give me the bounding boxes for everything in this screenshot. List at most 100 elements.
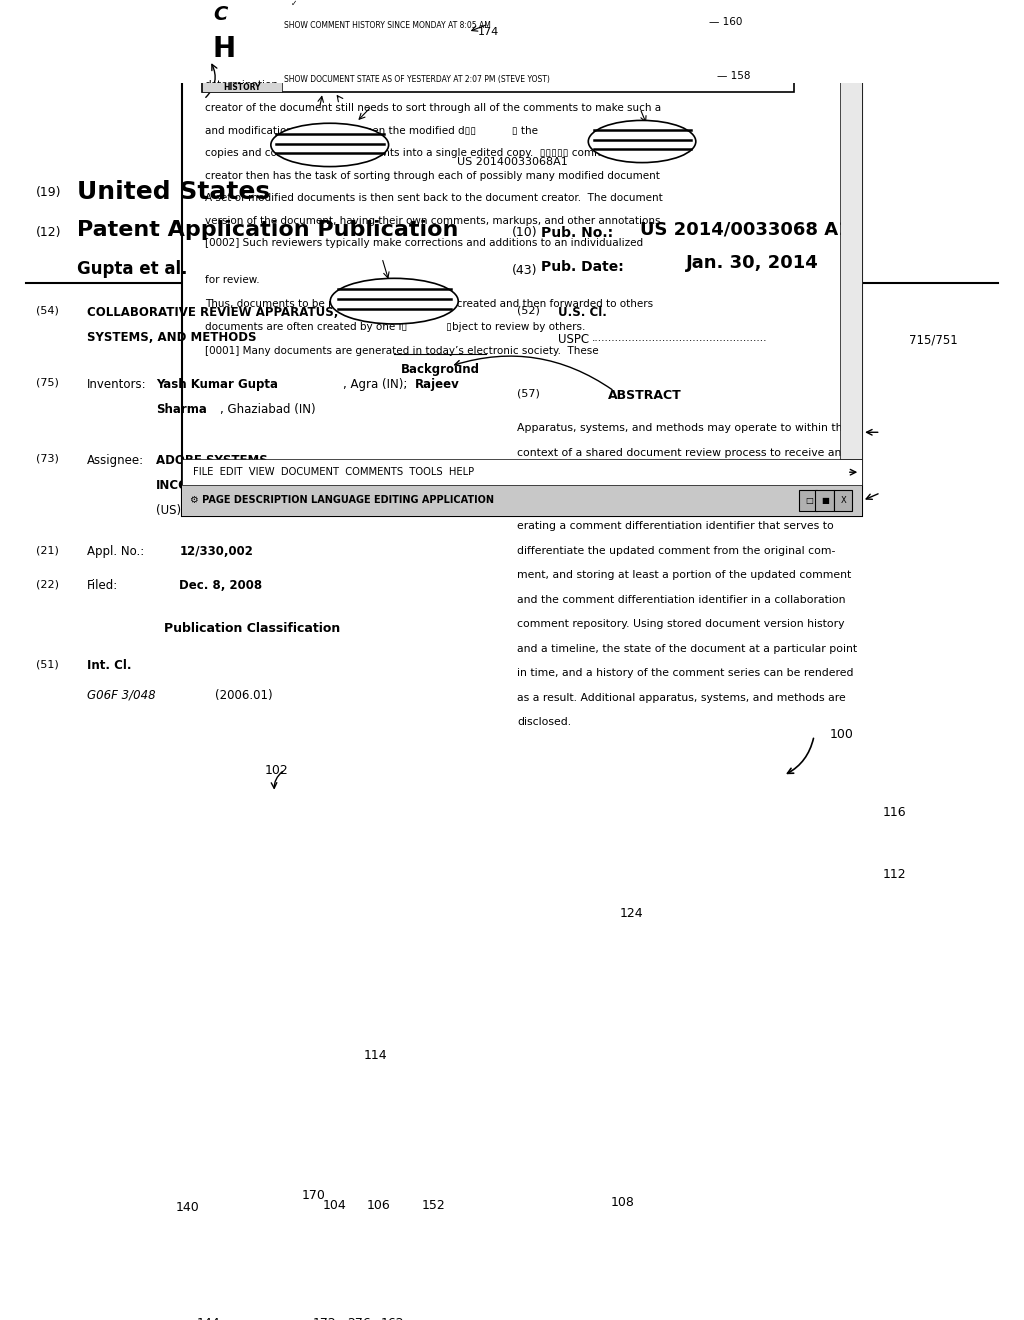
Text: updated comment associated with an original comment by a: updated comment associated with an origi…: [517, 473, 850, 482]
Text: □: □: [805, 496, 813, 506]
Text: , Agra (IN);: , Agra (IN);: [343, 378, 408, 391]
Text: 100: 100: [829, 727, 853, 741]
Text: ADOBE SYSTEMS: ADOBE SYSTEMS: [156, 454, 267, 467]
Text: INCORPORATED: INCORPORATED: [156, 479, 260, 492]
Text: Pub. No.:: Pub. No.:: [541, 226, 612, 240]
Text: United States: United States: [77, 181, 270, 205]
Ellipse shape: [330, 279, 459, 323]
Text: Inventors:: Inventors:: [87, 378, 146, 391]
Text: (57): (57): [517, 389, 540, 399]
Text: Patent Application Publication: Patent Application Publication: [77, 220, 458, 240]
FancyBboxPatch shape: [289, 0, 300, 8]
FancyBboxPatch shape: [182, 458, 862, 484]
Text: ⚙ PAGE DESCRIPTION LANGUAGE EDITING APPLICATION: ⚙ PAGE DESCRIPTION LANGUAGE EDITING APPL…: [190, 495, 495, 506]
Text: Apparatus, systems, and methods may operate to within the: Apparatus, systems, and methods may oper…: [517, 424, 849, 433]
Text: comment repository. Using stored document version history: comment repository. Using stored documen…: [517, 619, 845, 630]
Text: A set of modified documents is then sent back to the document creator.  The docu: A set of modified documents is then sent…: [205, 193, 663, 203]
Text: erating a comment differentiation identifier that serves to: erating a comment differentiation identi…: [517, 521, 834, 531]
Text: (22): (22): [36, 579, 58, 589]
Text: 12/330,002: 12/330,002: [179, 545, 253, 558]
Text: for review.: for review.: [205, 276, 259, 285]
Polygon shape: [458, 26, 476, 49]
Text: (US): (US): [156, 504, 181, 517]
Text: SHOW DOCUMENT STATE AS OF YESTERDAY AT 2:07 PM (STEVE YOST): SHOW DOCUMENT STATE AS OF YESTERDAY AT 2…: [284, 75, 550, 84]
Text: USPC: USPC: [558, 333, 589, 346]
Text: SHOW COMMENT HISTORY SINCE MONDAY AT 8:05 AM: SHOW COMMENT HISTORY SINCE MONDAY AT 8:0…: [284, 21, 490, 29]
Text: disclosed.: disclosed.: [517, 717, 571, 727]
Text: version of the document, having their own comments, markups, and other annotatio: version of the document, having their ow…: [205, 216, 664, 226]
Text: and modification▯           ▯between the modified d▯▯           ▯ the: and modification▯ ▯between the modified …: [205, 125, 538, 136]
Text: 172: 172: [312, 1317, 336, 1320]
Text: Assignee:: Assignee:: [87, 454, 144, 467]
Text: and the comment differentiation identifier in a collaboration: and the comment differentiation identifi…: [517, 595, 846, 605]
Text: U.S. Cl.: U.S. Cl.: [558, 306, 607, 318]
Text: 106: 106: [367, 1199, 390, 1212]
Ellipse shape: [270, 123, 389, 166]
Text: comment series identifier. Further actions may include gen-: comment series identifier. Further actio…: [517, 496, 843, 507]
Text: 144: 144: [197, 1317, 220, 1320]
Text: Appl. No.:: Appl. No.:: [87, 545, 144, 558]
Text: Filed:: Filed:: [87, 579, 119, 593]
Text: X: X: [841, 496, 847, 506]
Text: ....................................................: ........................................…: [592, 333, 767, 343]
Text: US 2014/0033068 A1: US 2014/0033068 A1: [640, 220, 851, 238]
Text: and a timeline, the state of the document at a particular point: and a timeline, the state of the documen…: [517, 644, 857, 653]
Text: 102: 102: [264, 764, 288, 777]
Text: (43): (43): [512, 264, 538, 276]
Text: Int. Cl.: Int. Cl.: [87, 659, 131, 672]
Text: copies and consolidati▯▯▯▯▯omments into a single edited copy.  ▯▯▯▯▯ comments: copies and consolidati▯▯▯▯▯omments into …: [205, 148, 627, 158]
Text: COLLABORATIVE REVIEW APPARATUS,: COLLABORATIVE REVIEW APPARATUS,: [87, 306, 338, 318]
FancyBboxPatch shape: [182, 50, 862, 516]
Text: 180: 180: [760, 0, 783, 3]
Text: ■: ■: [821, 496, 829, 506]
Text: ✓: ✓: [291, 0, 298, 8]
Text: (2006.01): (2006.01): [215, 689, 272, 702]
FancyBboxPatch shape: [202, 0, 282, 92]
Text: 715/751: 715/751: [908, 333, 957, 346]
Text: ment, and storing at least a portion of the updated comment: ment, and storing at least a portion of …: [517, 570, 851, 581]
Text: HISTORY: HISTORY: [223, 83, 260, 92]
Text: Rajeev: Rajeev: [415, 378, 460, 391]
Text: — 158: — 158: [717, 71, 751, 81]
Text: 124: 124: [620, 907, 643, 920]
Text: , SAN JOSE, CA: , SAN JOSE, CA: [302, 479, 389, 492]
Text: Gupta et al.: Gupta et al.: [77, 260, 187, 279]
Text: 116: 116: [883, 807, 906, 820]
Text: differentiate the updated comment from the original com-: differentiate the updated comment from t…: [517, 545, 836, 556]
Text: Thus, documents to be reviewed are commonly created and then forwarded to others: Thus, documents to be reviewed are commo…: [205, 298, 653, 309]
Text: context of a shared document review process to receive an: context of a shared document review proc…: [517, 447, 842, 458]
Text: Publication Classification: Publication Classification: [164, 622, 340, 635]
Text: (75): (75): [36, 378, 58, 388]
Text: Pub. Date:: Pub. Date:: [541, 260, 624, 275]
Text: 140: 140: [176, 1201, 200, 1214]
Text: 108: 108: [610, 1196, 634, 1209]
Text: (73): (73): [36, 454, 58, 463]
Text: Sharma: Sharma: [156, 403, 207, 416]
Text: documents are often created by one i▯            ▯bject to review by others.: documents are often created by one i▯ ▯b…: [205, 322, 585, 333]
Text: G06F 3/048: G06F 3/048: [87, 689, 156, 702]
Text: 170: 170: [302, 1189, 326, 1203]
FancyBboxPatch shape: [840, 50, 862, 458]
Text: Yash Kumar Gupta: Yash Kumar Gupta: [156, 378, 278, 391]
Text: SYSTEMS, AND METHODS: SYSTEMS, AND METHODS: [87, 331, 257, 343]
Text: , Ghaziabad (IN): , Ghaziabad (IN): [220, 403, 315, 416]
Text: [0002] Such reviewers typically make corrections and additions to an individuali: [0002] Such reviewers typically make cor…: [205, 239, 643, 248]
Text: 104: 104: [323, 1199, 346, 1212]
Text: (54): (54): [36, 306, 58, 315]
Text: H: H: [213, 36, 236, 63]
Text: (19): (19): [36, 186, 61, 199]
Text: (12): (12): [36, 226, 61, 239]
Text: Jan. 30, 2014: Jan. 30, 2014: [686, 255, 819, 272]
Text: as a result. Additional apparatus, systems, and methods are: as a result. Additional apparatus, syste…: [517, 693, 846, 702]
Text: (51): (51): [36, 659, 58, 669]
Ellipse shape: [724, 5, 785, 81]
Text: (10): (10): [512, 226, 538, 239]
Text: — 160: — 160: [709, 17, 742, 28]
FancyBboxPatch shape: [834, 491, 852, 511]
Text: determination.: determination.: [205, 81, 283, 90]
Text: C: C: [213, 5, 227, 25]
Text: 112: 112: [883, 867, 906, 880]
Ellipse shape: [588, 120, 696, 162]
Text: ABSTRACT: ABSTRACT: [608, 389, 682, 403]
Text: creator of the document still needs to sort through all of the comments to make : creator of the document still needs to s…: [205, 103, 660, 114]
